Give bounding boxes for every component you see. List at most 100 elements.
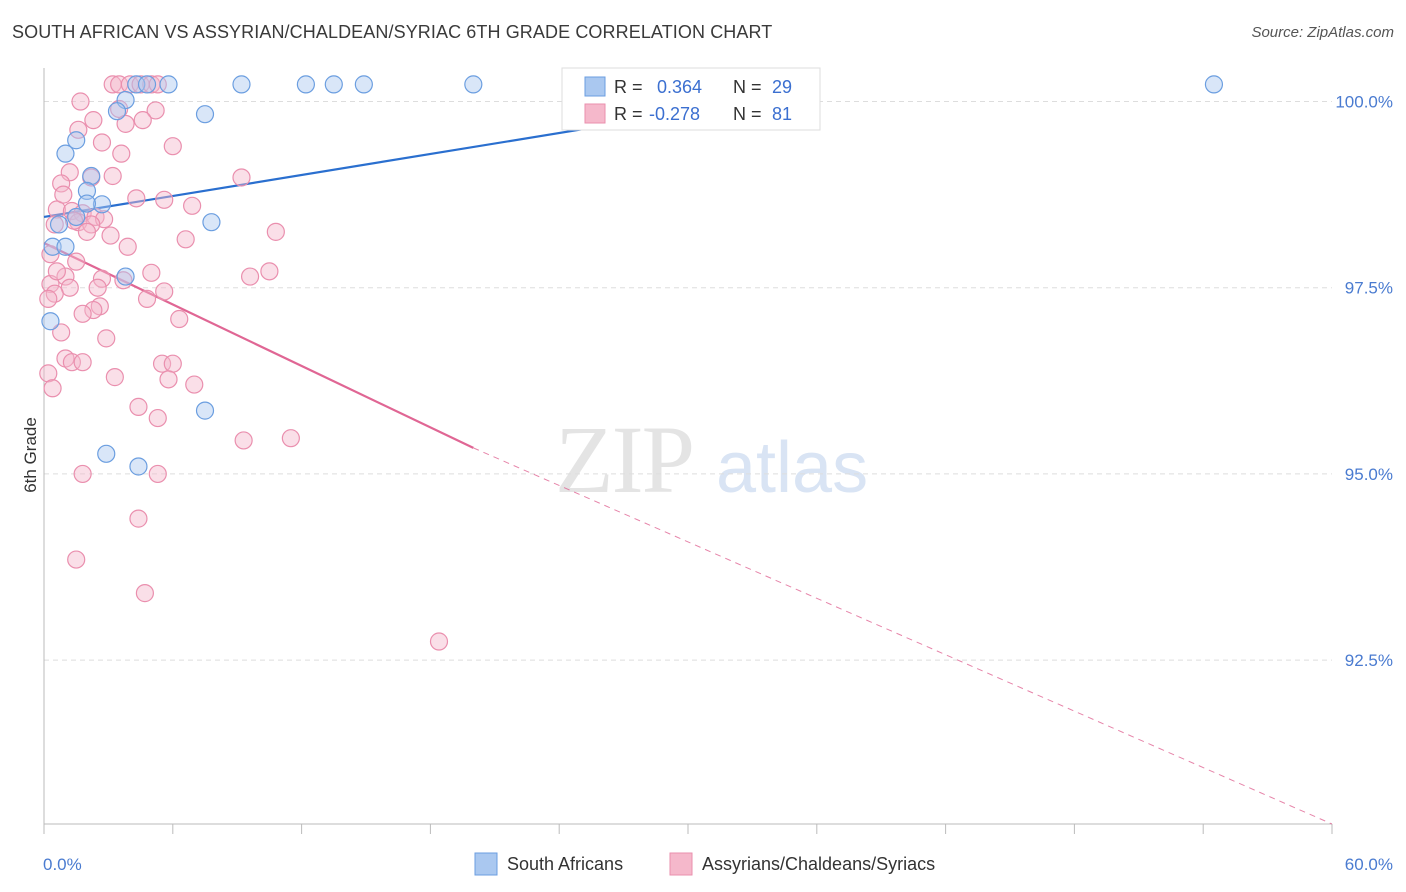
watermark-atlas: atlas: [716, 428, 868, 508]
source-attribution: Source: ZipAtlas.com: [1251, 24, 1394, 41]
point-pink-17: [52, 174, 71, 193]
y-axis-label: 6th Grade: [21, 417, 40, 493]
stats-n-label-pink: N =: [733, 104, 762, 124]
point-pink-35: [56, 267, 75, 286]
point-blue-3: [232, 75, 251, 94]
point-pink-65: [281, 429, 300, 448]
point-pink-61: [43, 379, 62, 398]
watermark: ZIP atlas: [555, 406, 868, 513]
point-blue-21: [56, 237, 75, 256]
point-blue-18: [49, 215, 69, 234]
point-pink-42: [88, 278, 107, 297]
point-pink-64: [234, 431, 253, 450]
stats-swatch-pink: [584, 103, 606, 124]
point-pink-66: [73, 464, 92, 484]
point-blue-6: [354, 75, 373, 94]
point-pink-63: [148, 408, 167, 428]
point-pink-36: [92, 269, 112, 288]
point-pink-56: [163, 354, 182, 373]
stats-swatch-blue: [584, 76, 606, 97]
stats-n-value-blue: 29: [772, 77, 792, 97]
point-pink-60: [185, 375, 204, 394]
x-ticks: [43, 824, 1333, 834]
stats-r-label-blue: R =: [614, 77, 643, 97]
point-pink-51: [97, 329, 116, 348]
legend: South Africans Assyrians/Chaldeans/Syria…: [474, 852, 935, 876]
point-pink-43: [155, 282, 174, 301]
stats-n-label-blue: N =: [733, 77, 762, 97]
point-blue-13: [67, 131, 86, 150]
point-blue-2: [159, 75, 178, 94]
legend-swatch-blue: [474, 852, 498, 876]
point-pink-62: [129, 397, 148, 416]
point-pink-18: [127, 189, 146, 208]
point-pink-57: [39, 364, 58, 383]
series-south-africans-points: [41, 75, 1224, 476]
y-tick-label-2: 95.0%: [1345, 465, 1393, 484]
point-blue-26: [129, 457, 148, 476]
point-pink-67: [148, 464, 167, 484]
point-pink-9: [84, 111, 103, 130]
point-pink-73: [133, 111, 152, 130]
point-blue-25: [97, 444, 116, 463]
point-pink-50: [52, 323, 71, 342]
point-pink-78: [101, 226, 120, 245]
point-blue-19: [43, 237, 62, 256]
point-blue-4: [296, 75, 315, 94]
point-pink-30: [176, 230, 195, 249]
legend-item-south-africans[interactable]: South Africans: [474, 852, 623, 876]
point-pink-49: [170, 309, 189, 329]
point-pink-28: [45, 215, 64, 234]
point-pink-12: [92, 133, 112, 152]
point-blue-0: [127, 75, 146, 94]
legend-label-assyrians: Assyrians/Chaldeans/Syriacs: [702, 854, 935, 874]
point-pink-5: [148, 75, 167, 94]
point-pink-13: [163, 137, 182, 156]
point-blue-15: [82, 166, 101, 186]
point-pink-40: [260, 262, 279, 281]
watermark-zip: ZIP: [555, 406, 693, 513]
y-tick-label-1: 97.5%: [1345, 279, 1393, 298]
x-tick-label-min: 0.0%: [43, 855, 82, 874]
point-pink-74: [54, 185, 73, 204]
point-pink-47: [84, 300, 103, 320]
stats-r-value-blue: 0.364: [657, 77, 702, 97]
point-pink-6: [71, 92, 90, 111]
point-blue-11: [107, 102, 127, 121]
point-pink-77: [183, 196, 202, 215]
point-pink-58: [105, 368, 124, 387]
legend-item-assyrians[interactable]: Assyrians/Chaldeans/Syriacs: [669, 852, 935, 876]
point-pink-33: [67, 252, 86, 271]
x-tick-label-max: 60.0%: [1345, 855, 1393, 874]
point-pink-80: [47, 262, 66, 281]
point-blue-5: [324, 75, 343, 94]
stats-n-value-pink: 81: [772, 104, 792, 124]
point-pink-72: [112, 144, 131, 163]
point-pink-39: [240, 267, 260, 286]
stats-r-label-pink: R =: [614, 104, 643, 124]
point-blue-12: [195, 105, 215, 124]
point-pink-79: [137, 289, 157, 308]
point-pink-70: [135, 584, 154, 603]
point-pink-19: [155, 190, 174, 209]
point-pink-8: [146, 101, 165, 120]
point-blue-16: [77, 181, 97, 200]
point-blue-17: [92, 195, 112, 214]
trend-line-pink-extension: [473, 447, 1333, 825]
point-pink-53: [62, 353, 82, 372]
stats-r-value-pink: -0.278: [649, 104, 700, 124]
point-pink-55: [152, 354, 172, 373]
y-tick-label-3: 92.5%: [1345, 651, 1393, 670]
point-pink-45: [39, 289, 58, 308]
point-pink-68: [129, 509, 148, 528]
point-blue-27: [77, 194, 97, 213]
point-pink-31: [118, 237, 137, 256]
point-blue-28: [67, 207, 86, 227]
point-pink-75: [77, 222, 97, 241]
legend-label-south-africans: South Africans: [507, 854, 623, 874]
series-assyrians-points: [39, 75, 449, 651]
point-pink-20: [232, 168, 251, 187]
y-tick-label-0: 100.0%: [1335, 93, 1393, 112]
point-pink-69: [67, 550, 86, 569]
